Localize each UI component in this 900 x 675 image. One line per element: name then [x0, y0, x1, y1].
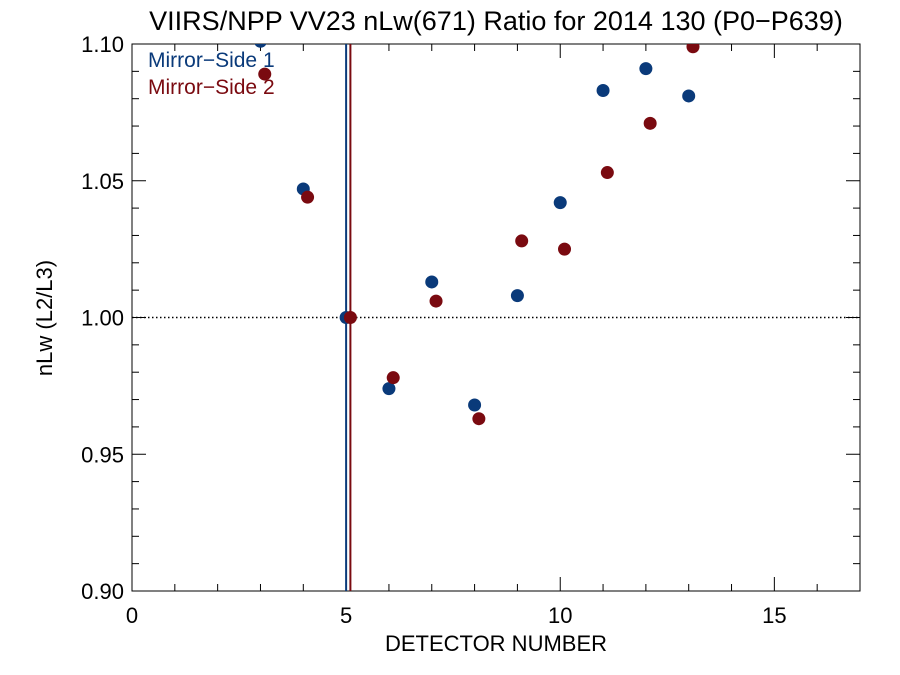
y-tick-label: 1.00	[81, 306, 124, 331]
legend-entry-side-1: Mirror−Side 1	[148, 49, 275, 72]
data-point-side-2	[258, 67, 272, 81]
legend-entry-side-2: Mirror−Side 2	[148, 76, 275, 99]
y-tick-label: 1.10	[81, 32, 124, 57]
data-point-side-1	[510, 289, 524, 303]
data-point-side-2	[600, 166, 614, 180]
data-point-side-2	[386, 371, 400, 385]
data-point-side-2	[429, 294, 443, 308]
chart-title: VIIRS/NPP VV23 nLw(671) Ratio for 2014 1…	[149, 6, 843, 36]
y-tick-label: 0.90	[81, 579, 124, 604]
data-point-side-1	[596, 83, 610, 97]
data-point-side-2	[558, 242, 572, 256]
y-tick-label: 1.05	[81, 169, 124, 194]
data-point-side-1	[682, 89, 696, 103]
data-point-side-2	[643, 116, 657, 130]
data-point-side-1	[553, 196, 567, 210]
x-tick-label: 15	[762, 603, 786, 628]
data-point-side-2	[301, 190, 315, 204]
x-tick-label: 5	[340, 603, 352, 628]
data-point-side-2	[343, 311, 357, 324]
y-axis-label: nLw (L2/L3)	[32, 260, 57, 376]
data-point-side-2	[686, 44, 700, 54]
data-point-side-1	[639, 62, 653, 76]
data-point-side-1	[382, 382, 396, 396]
data-point-side-1	[468, 398, 482, 412]
data-point-side-1	[425, 275, 439, 289]
x-tick-label: 10	[548, 603, 572, 628]
x-tick-label: 0	[126, 603, 138, 628]
x-axis-label: DETECTOR NUMBER	[385, 631, 607, 656]
data-point-side-1	[254, 44, 267, 48]
data-point-side-2	[515, 234, 529, 248]
data-point-side-2	[472, 412, 486, 426]
y-tick-label: 0.95	[81, 442, 124, 467]
